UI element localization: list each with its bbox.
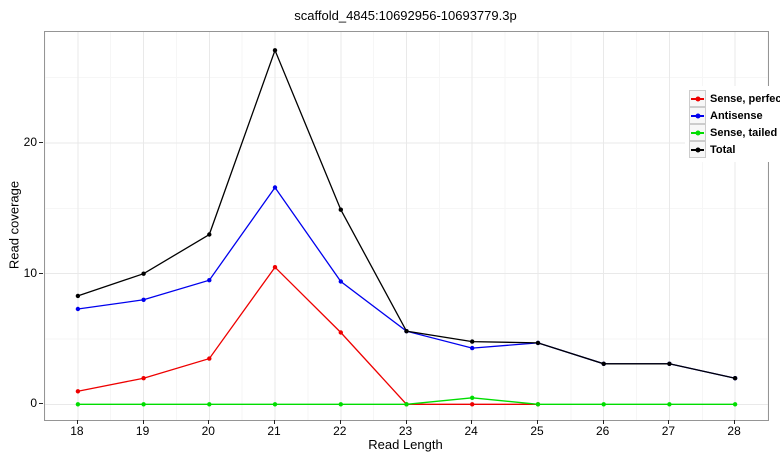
x-tick-mark xyxy=(471,420,473,424)
x-tick-mark xyxy=(142,420,144,424)
x-tick-mark xyxy=(208,420,210,424)
legend-item-sense-perfect: Sense, perfect xyxy=(689,90,780,107)
data-point xyxy=(141,402,146,407)
data-point xyxy=(732,402,738,407)
x-tick-label: 20 xyxy=(201,424,215,438)
data-point xyxy=(667,402,672,407)
x-axis-label: Read Length xyxy=(368,437,443,452)
legend-key-antisense xyxy=(689,107,706,124)
plot-canvas xyxy=(45,32,768,420)
x-tick-label: 25 xyxy=(530,424,544,438)
y-tick-mark xyxy=(39,142,43,143)
data-point xyxy=(75,402,81,407)
data-point xyxy=(404,402,409,407)
legend-item-total: Total xyxy=(689,141,780,158)
data-point xyxy=(535,340,541,346)
x-tick-mark xyxy=(339,420,341,424)
data-point xyxy=(470,345,475,351)
plot-panel: Sense, perfect Antisense Sense, tailed xyxy=(44,31,780,421)
legend-key-sense-tailed xyxy=(689,124,706,141)
legend-label: Total xyxy=(710,143,736,156)
x-tick-label: 23 xyxy=(398,424,413,438)
point-swatch-icon xyxy=(695,96,700,101)
data-point xyxy=(207,232,212,237)
data-point xyxy=(601,361,606,366)
y-tick-mark xyxy=(39,272,43,274)
data-point xyxy=(470,395,475,400)
data-point xyxy=(470,402,475,407)
data-point xyxy=(404,329,409,334)
data-point xyxy=(141,271,146,276)
data-point xyxy=(338,330,343,335)
point-swatch-icon xyxy=(695,113,700,118)
data-point xyxy=(207,356,212,361)
data-point xyxy=(338,207,343,212)
x-tick-label: 24 xyxy=(464,424,478,438)
x-tick-mark xyxy=(668,420,670,424)
data-point xyxy=(470,339,475,344)
legend-label: Sense, tailed xyxy=(710,126,778,139)
data-point xyxy=(601,402,606,407)
data-point xyxy=(75,306,81,312)
data-point xyxy=(338,279,343,284)
data-point xyxy=(141,376,146,381)
x-tick-mark xyxy=(405,420,407,424)
data-point xyxy=(141,297,146,302)
data-point xyxy=(272,265,278,270)
data-point xyxy=(732,376,738,381)
data-point xyxy=(272,402,278,407)
data-point xyxy=(75,389,81,394)
x-tick-mark xyxy=(537,420,538,424)
legend-key-sense-perfect xyxy=(689,90,706,107)
y-axis-label: Read coverage xyxy=(6,180,22,270)
x-tick-label: 27 xyxy=(661,424,676,438)
data-point xyxy=(207,278,212,283)
x-tick-mark xyxy=(76,420,78,424)
legend-label: Sense, perfect xyxy=(710,92,780,105)
legend-item-antisense: Antisense xyxy=(689,107,780,124)
y-tick-label: 10 xyxy=(23,265,37,280)
x-tick-label: 19 xyxy=(135,424,150,438)
data-point xyxy=(667,361,672,366)
data-point xyxy=(535,402,541,407)
x-tick-label: 21 xyxy=(267,424,281,438)
series-total xyxy=(75,48,738,381)
data-point xyxy=(338,402,343,407)
series-sense-tailed xyxy=(75,395,738,407)
data-point xyxy=(272,185,278,190)
y-tick-mark xyxy=(39,403,43,405)
point-swatch-icon xyxy=(695,147,700,152)
x-tick-label: 26 xyxy=(596,424,610,438)
x-tick-mark xyxy=(734,420,736,424)
legend-key-total xyxy=(689,141,706,158)
x-tick-mark xyxy=(274,420,275,424)
plot-title: scaffold_4845:10692956-10693779.3p xyxy=(294,8,517,23)
y-tick-label: 0 xyxy=(30,396,37,411)
legend: Sense, perfect Antisense Sense, tailed xyxy=(685,86,780,162)
x-tick-label: 22 xyxy=(333,424,347,438)
data-point xyxy=(207,402,212,407)
x-tick-label: 18 xyxy=(70,424,84,438)
legend-item-sense-tailed: Sense, tailed xyxy=(689,124,780,141)
data-point xyxy=(75,293,81,299)
data-point xyxy=(272,48,278,53)
legend-label: Antisense xyxy=(710,109,763,122)
x-tick-label: 28 xyxy=(727,424,741,438)
y-tick-label: 20 xyxy=(23,135,37,149)
gridlines-major xyxy=(45,32,768,420)
x-tick-mark xyxy=(602,420,604,424)
point-swatch-icon xyxy=(695,130,700,135)
